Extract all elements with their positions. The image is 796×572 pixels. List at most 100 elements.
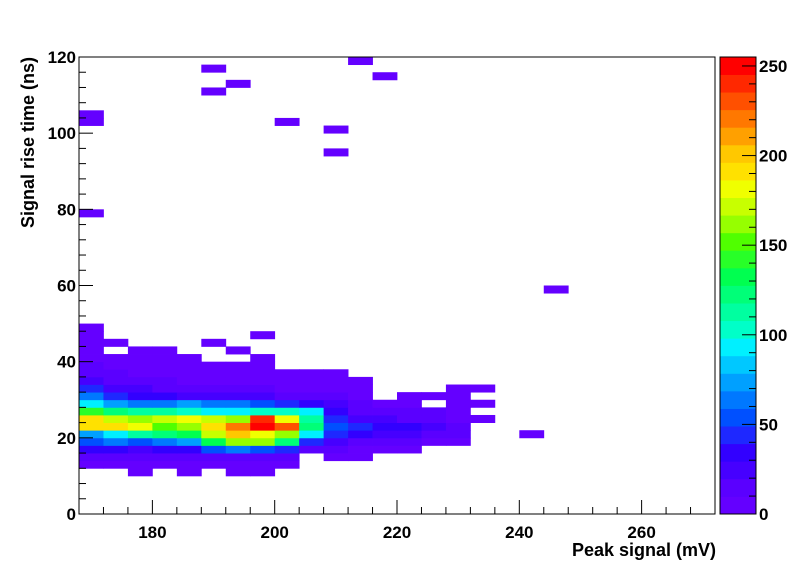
heatmap-cell — [372, 422, 398, 431]
heatmap-cell — [445, 407, 471, 416]
heatmap-cell — [225, 376, 251, 385]
colorbar-band — [720, 390, 756, 409]
heatmap-cell — [299, 407, 325, 416]
heatmap-cell — [127, 384, 153, 393]
heatmap-cell — [152, 361, 178, 370]
heatmap-cell — [127, 437, 153, 446]
heatmap-cell — [201, 407, 227, 416]
heatmap-cell — [348, 376, 373, 385]
heatmap-cell — [225, 361, 251, 370]
heatmap-cell — [176, 460, 202, 469]
heatmap-cell — [250, 453, 276, 462]
heatmap-cell — [323, 369, 349, 378]
heatmap-cell — [225, 453, 251, 462]
heatmap-cell — [152, 437, 178, 446]
heatmap-cell — [323, 125, 349, 134]
heatmap-cell — [372, 445, 398, 454]
heatmap-cell — [176, 369, 202, 378]
heatmap-cell — [127, 468, 153, 477]
heatmap-cell — [225, 79, 251, 88]
x-tick-label: 180 — [138, 523, 166, 542]
heatmap-cell — [127, 346, 153, 355]
heatmap-cell — [250, 384, 276, 393]
y-axis-ticks: 0 20 40 60 80 100 120 — [48, 48, 93, 524]
heatmap-cell — [127, 392, 153, 401]
heatmap-cell — [348, 437, 373, 446]
heatmap-cell — [152, 346, 178, 355]
heatmap-cell — [152, 430, 178, 439]
heatmap-cell — [225, 384, 251, 393]
heatmap-cell — [299, 369, 325, 378]
heatmap-cell — [201, 414, 227, 423]
heatmap-cell — [127, 445, 153, 454]
heatmap-cell — [372, 414, 398, 423]
heatmap-cell — [348, 453, 373, 462]
colorbar-tick-label: 0 — [759, 505, 768, 524]
heatmap-cell — [348, 57, 373, 66]
heatmap-cell — [103, 407, 129, 416]
heatmap-cell — [152, 460, 178, 469]
x-tick-label: 220 — [383, 523, 411, 542]
heatmap-cell — [127, 361, 153, 370]
heatmap-cell — [274, 369, 300, 378]
heatmap-cell — [397, 437, 422, 446]
colorbar-tick-label: 150 — [759, 236, 787, 255]
heatmap-cell — [103, 453, 129, 462]
colorbar-band — [720, 92, 756, 111]
heatmap-cell — [152, 392, 178, 401]
heatmap-cell — [79, 110, 104, 119]
heatmap-cell — [372, 437, 398, 446]
x-tick-label: 200 — [261, 523, 289, 542]
y-tick-label: 40 — [57, 353, 76, 372]
heatmap-cell — [250, 331, 276, 340]
heatmap-cell — [176, 468, 202, 477]
heatmap-cell — [397, 414, 422, 423]
heatmap-cell — [250, 445, 276, 454]
colorbar-band — [720, 355, 756, 374]
heatmap-cell — [103, 460, 129, 469]
heatmap-cell — [250, 407, 276, 416]
heatmap-cell — [397, 399, 422, 408]
heatmap-cell — [250, 376, 276, 385]
heatmap-cell — [372, 399, 398, 408]
colorbar-tick-label: 100 — [759, 326, 787, 345]
x-tick-label: 260 — [627, 523, 655, 542]
colorbar-band — [720, 443, 756, 462]
heatmap-cell — [103, 392, 129, 401]
heatmap-cell — [103, 384, 129, 393]
heatmap-cell — [274, 437, 300, 446]
heatmap-cell — [372, 72, 398, 81]
heatmap-cell — [201, 392, 227, 401]
heatmap-cell — [225, 392, 251, 401]
heatmap-cell — [127, 399, 153, 408]
heatmap-cell — [274, 430, 300, 439]
heatmap-cell — [79, 361, 104, 370]
heatmap-cell — [445, 384, 471, 393]
heatmap-cell — [299, 376, 325, 385]
heatmap-cell — [274, 414, 300, 423]
heatmap-cell — [103, 399, 129, 408]
heatmap-cell — [445, 437, 471, 446]
heatmap-cell — [421, 407, 447, 416]
heatmap-cell — [299, 437, 325, 446]
heatmap-cell — [201, 430, 227, 439]
heatmap-cell — [225, 407, 251, 416]
colorbar-band — [720, 303, 756, 322]
heatmap-cell — [152, 399, 178, 408]
heatmap-cell — [201, 361, 227, 370]
heatmap-cell — [470, 399, 496, 408]
heatmap-cell — [323, 392, 349, 401]
heatmap-cell — [445, 392, 471, 401]
heatmap-cell — [348, 445, 373, 454]
heatmap-cell — [201, 376, 227, 385]
heatmap-cell — [445, 422, 471, 431]
heatmap-cell — [79, 407, 104, 416]
colorbar-band — [720, 232, 756, 251]
heatmap-cell — [103, 361, 129, 370]
heatmap-cell — [79, 399, 104, 408]
heatmap-cell — [323, 148, 349, 157]
heatmap-cell — [79, 384, 104, 393]
heatmap-cell — [421, 430, 447, 439]
heatmap-cell — [250, 437, 276, 446]
colorbar-band — [720, 144, 756, 163]
